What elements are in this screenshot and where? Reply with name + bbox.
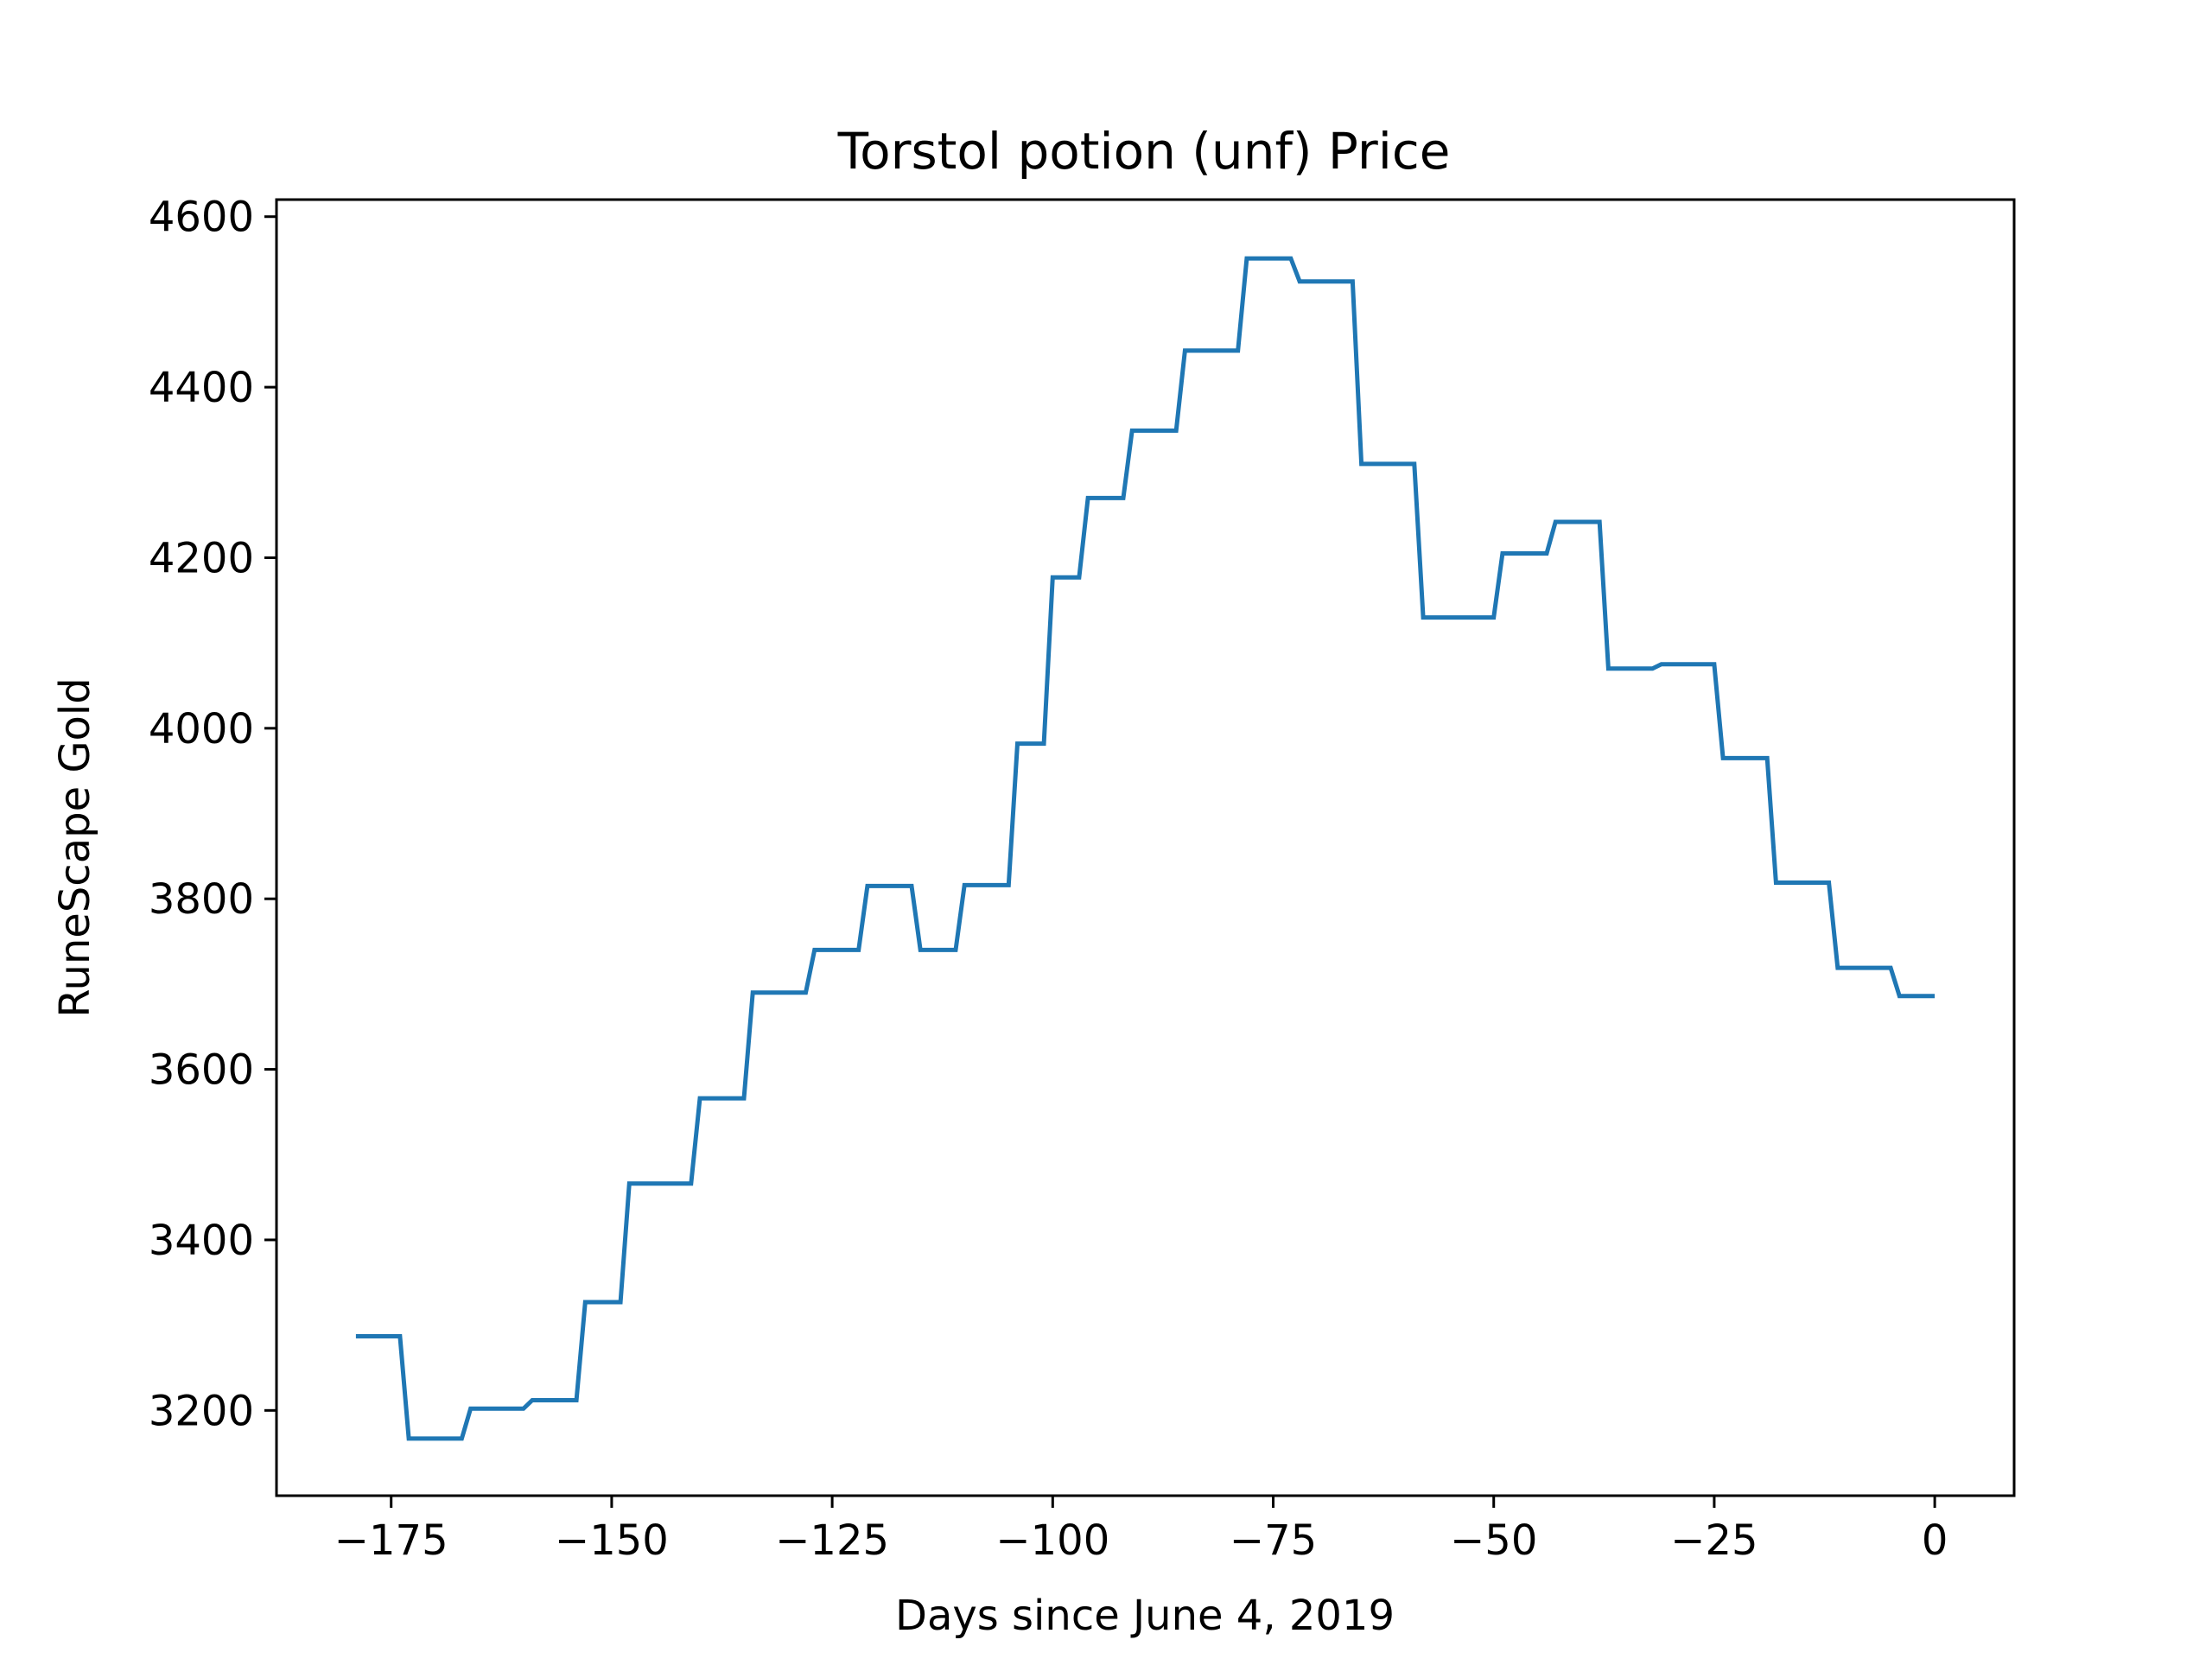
plot-series-group (355, 256, 1936, 1441)
x-tick-label: 0 (1922, 1516, 1948, 1565)
x-tick-label: −75 (1230, 1516, 1317, 1565)
x-tick-label: −125 (775, 1516, 889, 1565)
y-tick-label: 3800 (149, 875, 254, 924)
chart-title: Torstol potion (unf) Price (837, 122, 1451, 181)
x-tick-label: −100 (995, 1516, 1109, 1565)
x-tick-label: −175 (334, 1516, 448, 1565)
plot-frame (275, 198, 2016, 1497)
y-tick-label: 4400 (149, 364, 254, 412)
x-tick-label: −25 (1670, 1516, 1758, 1565)
y-tick-label: 4200 (149, 534, 254, 582)
y-tick-label: 4600 (149, 194, 254, 242)
y-tick-label: 3600 (149, 1046, 254, 1095)
x-tick-label: −50 (1450, 1516, 1537, 1565)
y-axis: 3200 3400 3600 3800 4000 4200 4400 4600 (149, 194, 276, 1435)
y-tick-label: 3400 (149, 1217, 254, 1265)
series-line-0 (355, 256, 1936, 1441)
y-tick-label: 3200 (149, 1387, 254, 1435)
y-tick-label: 4000 (149, 705, 254, 753)
x-axis-label: Days since June 4, 2019 (895, 1592, 1395, 1640)
y-axis-label: RuneScape Gold (51, 677, 99, 1017)
x-axis: −175 −150 −125 −100 −75 −50 −25 0 (334, 1496, 1948, 1565)
x-tick-label: −150 (555, 1516, 669, 1565)
